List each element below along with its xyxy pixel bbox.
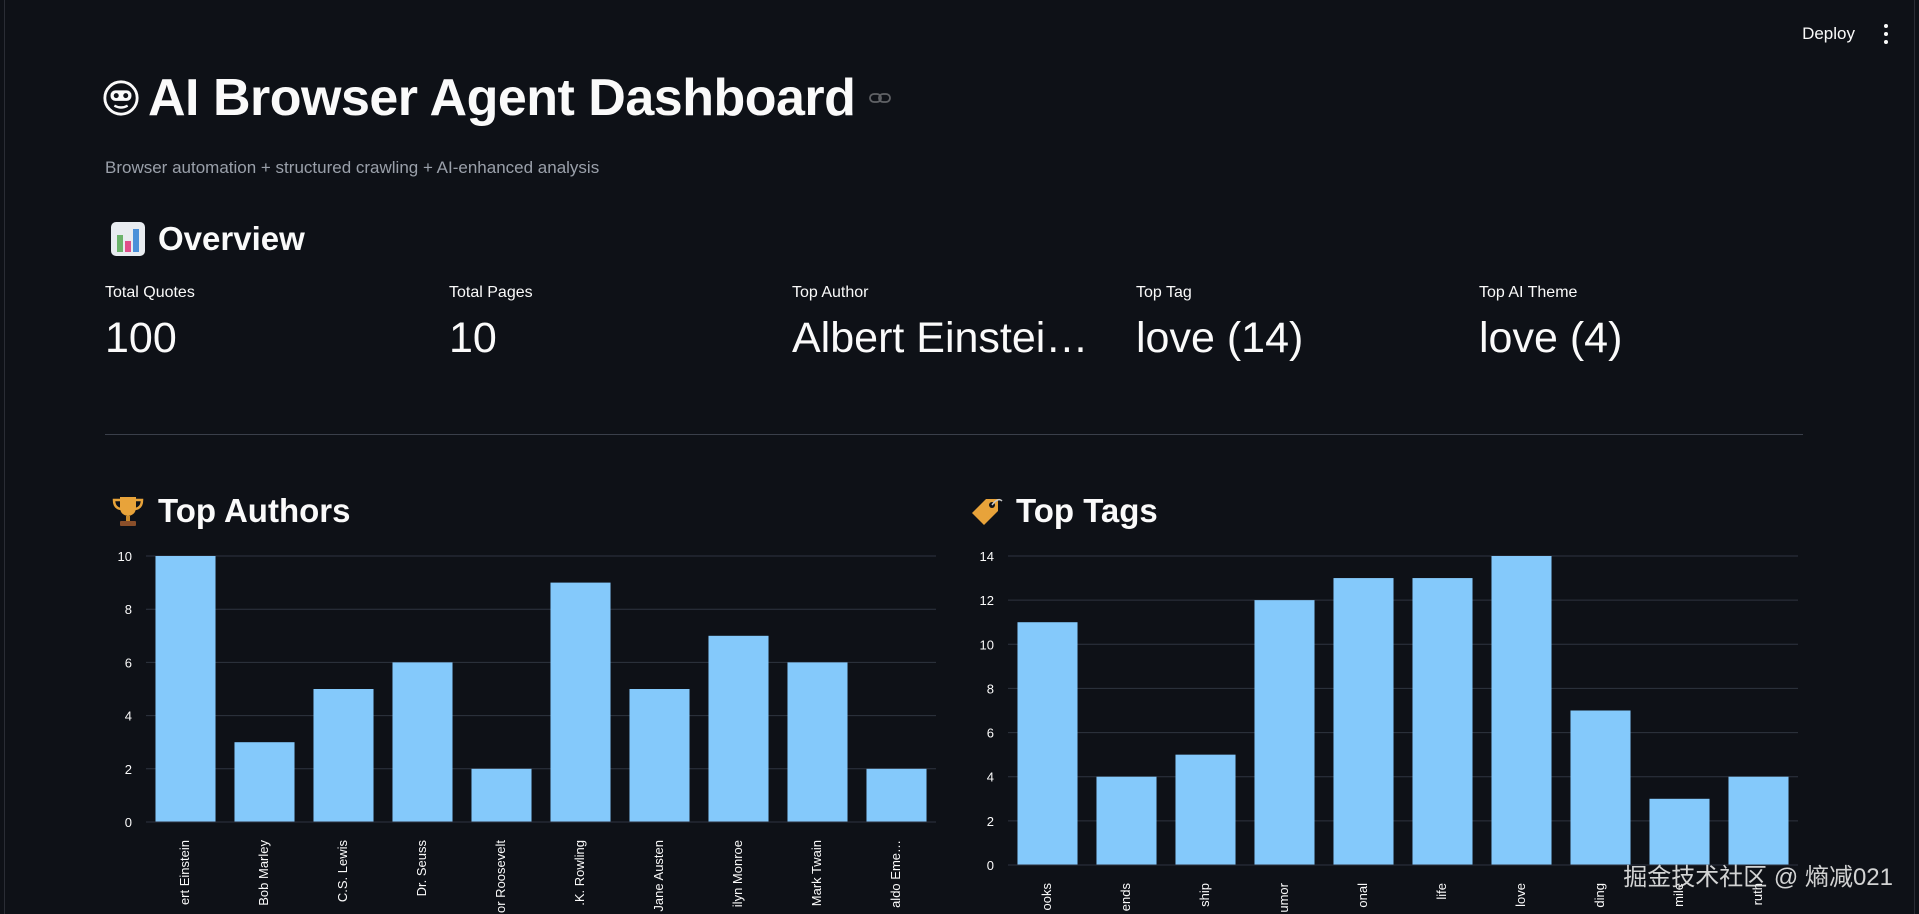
- metric-top-tag: Top Tag love (14): [1136, 284, 1456, 363]
- watermark-text: 掘金技术社区 @ 熵减021: [1623, 864, 1893, 891]
- tag-icon: [972, 498, 1003, 525]
- top-authors-chart: 0 2 4 6 8 10 ert Einstein Bob Marley C.S. Lewis D…: [118, 549, 936, 913]
- author-bar[interactable]: [234, 742, 295, 822]
- y-tick-label: 0: [125, 815, 132, 830]
- metric-value: 100: [105, 314, 177, 362]
- bar-chart-icon: [111, 222, 145, 256]
- metric-top-ai-theme: Top AI Theme love (4): [1479, 284, 1799, 363]
- window-frame: [4, 0, 1915, 914]
- robot-face-icon: [103, 80, 139, 116]
- x-tick-label: C.S. Lewis: [335, 840, 350, 903]
- overview-title: Overview: [158, 220, 305, 257]
- y-tick-label: 6: [987, 726, 994, 741]
- x-tick-label: Mark Twain: [809, 840, 824, 906]
- author-bar[interactable]: [471, 768, 532, 822]
- y-tick-label: 14: [980, 549, 994, 564]
- y-tick-label: 6: [125, 655, 132, 670]
- author-bar[interactable]: [629, 689, 690, 822]
- tag-bar[interactable]: [1570, 710, 1631, 866]
- deploy-button[interactable]: Deploy: [1802, 24, 1855, 43]
- top-tags-chart: 0 2 4 6 8 10 12 14 ooks ends ship umor onal life love d…: [980, 549, 1798, 913]
- overview-heading: Overview: [110, 220, 305, 258]
- x-tick-label: mile: [1671, 883, 1686, 907]
- x-tick-label: onal: [1355, 883, 1370, 908]
- tag-bar[interactable]: [1649, 798, 1710, 865]
- x-tick-label: love: [1513, 883, 1528, 907]
- tag-bar[interactable]: [1412, 578, 1473, 865]
- y-tick-label: 2: [987, 814, 994, 829]
- metric-value: love (14): [1136, 314, 1304, 362]
- top-tags-title: Top Tags: [1016, 492, 1158, 529]
- section-divider: [105, 434, 1803, 435]
- tag-bar[interactable]: [1491, 556, 1552, 865]
- y-tick-label: 4: [987, 770, 994, 785]
- x-tick-label: ruth: [1750, 883, 1765, 905]
- author-bar[interactable]: [313, 689, 374, 822]
- x-tick-label: Bob Marley: [256, 840, 271, 906]
- y-tick-label: 8: [987, 681, 994, 696]
- tag-bar[interactable]: [1254, 600, 1315, 865]
- x-tick-label: .K. Rowling: [572, 840, 587, 906]
- metric-label: Total Quotes: [105, 284, 195, 301]
- x-tick-label: ooks: [1039, 883, 1054, 911]
- x-tick-label: Dr. Seuss: [414, 840, 429, 897]
- page-subtitle: Browser automation + structured crawling…: [105, 158, 600, 177]
- metric-label: Top Author: [792, 284, 869, 301]
- x-tick-label: ship: [1197, 883, 1212, 907]
- author-bar[interactable]: [392, 662, 453, 822]
- author-bar[interactable]: [708, 635, 769, 822]
- tag-bar[interactable]: [1728, 776, 1789, 865]
- x-tick-label: aldo Eme…: [888, 840, 903, 908]
- x-tick-label: ert Einstein: [177, 840, 192, 905]
- tag-bar[interactable]: [1175, 754, 1236, 865]
- author-bar[interactable]: [550, 582, 611, 822]
- trophy-icon: [112, 497, 144, 526]
- metric-total-quotes: Total Quotes 100: [105, 284, 425, 363]
- top-authors-title: Top Authors: [158, 492, 351, 529]
- top-tags-heading: Top Tags: [968, 492, 1158, 530]
- kebab-menu-icon[interactable]: [1883, 24, 1889, 44]
- author-bar[interactable]: [155, 556, 216, 822]
- y-tick-label: 10: [980, 637, 994, 652]
- x-tick-label: Jane Austen: [651, 840, 666, 912]
- metric-label: Top Tag: [1136, 284, 1192, 301]
- tag-bar[interactable]: [1333, 578, 1394, 865]
- metric-value: 10: [449, 314, 497, 362]
- x-tick-label: ends: [1118, 883, 1133, 912]
- y-tick-label: 10: [118, 549, 132, 564]
- y-tick-label: 4: [125, 709, 132, 724]
- tag-bar[interactable]: [1017, 622, 1078, 865]
- author-bar[interactable]: [787, 662, 848, 822]
- top-authors-heading: Top Authors: [110, 492, 350, 530]
- y-tick-label: 0: [987, 858, 994, 873]
- page-title: AI Browser Agent Dashboard: [148, 69, 856, 127]
- x-tick-label: or Roosevelt: [493, 840, 508, 913]
- metric-label: Top AI Theme: [1479, 284, 1578, 301]
- y-tick-label: 8: [125, 602, 132, 617]
- metric-top-author: Top Author Albert Einstein…: [792, 284, 1112, 363]
- link-icon[interactable]: [869, 91, 892, 105]
- x-tick-label: life: [1434, 883, 1449, 900]
- metric-label: Total Pages: [449, 284, 533, 301]
- x-tick-label: umor: [1276, 882, 1291, 912]
- metric-total-pages: Total Pages 10: [449, 284, 769, 363]
- tag-bar[interactable]: [1096, 776, 1157, 865]
- x-tick-label: ilyn Monroe: [730, 840, 745, 907]
- x-tick-label: ding: [1592, 883, 1607, 908]
- page-header: AI Browser Agent Dashboard: [102, 68, 892, 128]
- metric-value: love (4): [1479, 314, 1623, 362]
- y-tick-label: 2: [125, 762, 132, 777]
- y-tick-label: 12: [980, 593, 994, 608]
- author-bar[interactable]: [866, 768, 927, 822]
- metric-value: Albert Einstein…: [792, 314, 1112, 362]
- top-toolbar: Deploy: [1802, 24, 1889, 44]
